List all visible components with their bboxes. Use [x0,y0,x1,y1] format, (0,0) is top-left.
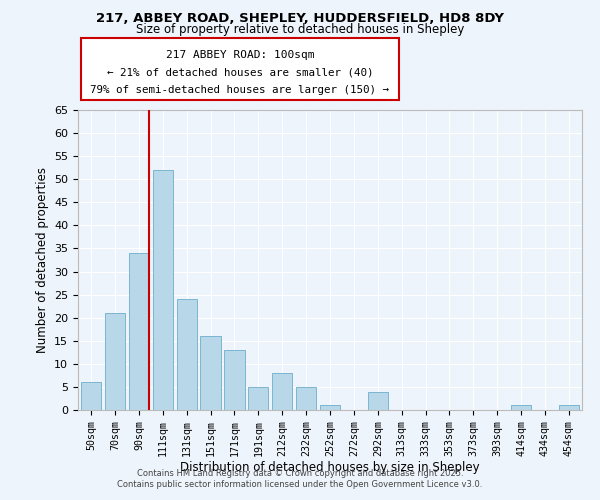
Bar [272,373,292,410]
Bar [200,336,221,410]
Bar [176,299,197,410]
Bar [511,406,531,410]
Text: Size of property relative to detached houses in Shepley: Size of property relative to detached ho… [136,22,464,36]
Text: 217 ABBEY ROAD: 100sqm: 217 ABBEY ROAD: 100sqm [166,50,314,60]
Bar [105,313,125,410]
Bar [368,392,388,410]
Text: 79% of semi-detached houses are larger (150) →: 79% of semi-detached houses are larger (… [91,85,389,95]
Bar [320,406,340,410]
Text: 217, ABBEY ROAD, SHEPLEY, HUDDERSFIELD, HD8 8DY: 217, ABBEY ROAD, SHEPLEY, HUDDERSFIELD, … [96,12,504,26]
Bar [224,350,245,410]
Bar [296,387,316,410]
Bar [81,382,101,410]
Y-axis label: Number of detached properties: Number of detached properties [35,167,49,353]
Bar [559,406,579,410]
Text: ← 21% of detached houses are smaller (40): ← 21% of detached houses are smaller (40… [107,68,373,78]
Text: Contains public sector information licensed under the Open Government Licence v3: Contains public sector information licen… [118,480,482,489]
Text: Contains HM Land Registry data © Crown copyright and database right 2025.: Contains HM Land Registry data © Crown c… [137,468,463,477]
Bar [248,387,268,410]
Bar [152,170,173,410]
Bar [129,253,149,410]
X-axis label: Distribution of detached houses by size in Shepley: Distribution of detached houses by size … [180,462,480,474]
